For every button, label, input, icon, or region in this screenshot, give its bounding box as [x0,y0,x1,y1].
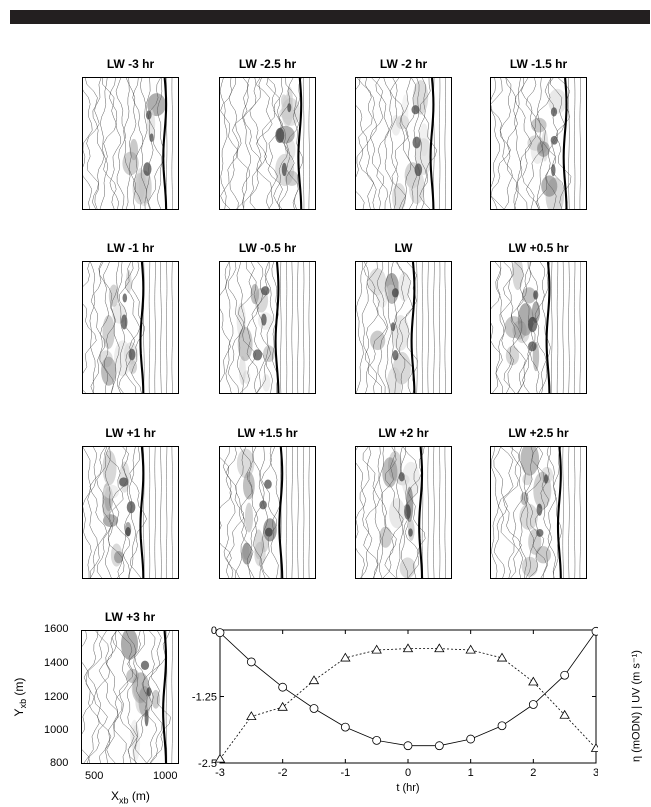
circle-marker [309,704,319,713]
x-tick-label: 2 [530,767,536,779]
snapshot-map-panel [82,261,179,394]
snapshot-map-panel [219,77,316,210]
panel-title: LW -1 hr [106,241,155,255]
panel-title: LW +2.5 hr [508,426,569,440]
contour-field [220,262,310,393]
panel-title: LW [394,241,413,255]
panel-title: LW -1.5 hr [509,57,568,71]
contour-field [491,262,581,393]
circle-marker [497,721,507,731]
x-tick-label: 3 [593,767,598,779]
circle-marker [246,657,256,667]
triangle-marker [528,676,539,686]
contour-field [220,78,310,209]
map-ytick-1000: 1000 [44,724,69,736]
triangle-marker [465,644,476,654]
triangle-marker [590,743,598,752]
contour-field [83,447,173,578]
contour-field [491,447,581,578]
panel-title: LW +0.5 hr [508,241,569,255]
contour-field [356,447,446,578]
snapshot-map-panel [355,261,452,394]
circle-marker [528,700,538,709]
circle-marker [215,628,225,638]
map-ytick-800: 800 [50,757,69,769]
triangle-marker [496,652,508,662]
circle-marker [560,670,570,680]
circle-marker [403,741,413,751]
snapshot-map-panel [82,77,179,210]
snapshot-map-panel [219,446,316,579]
triangle-marker [434,643,445,653]
map-ytick-1200: 1200 [44,691,69,703]
snapshot-map-panel [490,77,587,210]
panel-title: LW -3 hr [106,57,155,71]
x-tick-label: -3 [215,767,225,779]
triangle-marker [371,644,382,654]
x-axis-label: t (hr) [396,782,419,794]
contour-field [220,447,310,578]
snapshot-map-panel [82,446,179,579]
contour-field [83,262,173,393]
x-tick-label: -1 [340,767,350,779]
map-xtick-500: 500 [85,770,104,782]
panel-title: LW +1 hr [105,426,156,440]
triangle-marker [214,753,226,763]
snapshot-map-panel [490,261,587,394]
circle-marker [278,682,288,692]
header-bar [10,10,650,24]
triangle-marker [246,711,257,720]
snapshot-map-panel [490,446,587,579]
circle-marker [372,735,382,745]
panel-title: LW +1.5 hr [237,426,298,440]
triangle-marker [308,675,320,685]
chart-y-right-label: η (mODN) | UV (m s⁻¹) [630,650,643,762]
triangle-marker [402,643,414,653]
triangle-marker [559,709,570,719]
map-ytick-1400: 1400 [44,657,69,669]
triangle-marker [340,652,351,662]
panel-title: LW -2.5 hr [238,57,297,71]
map-y-axis-label: Yxb (m) [11,677,29,717]
circle-marker [340,722,350,732]
snapshot-map-panel [355,446,452,579]
panel-title: LW +3 hr [104,610,156,624]
contour-field [491,78,581,209]
snapshot-map-panel [355,77,452,210]
circle-marker [591,626,598,636]
contour-field [356,78,446,209]
map-ytick-1600: 1600 [44,623,69,635]
triangle-marker [277,701,288,711]
contour-field [356,262,446,393]
snapshot-map-panel [219,261,316,394]
panel-title: LW -0.5 hr [238,241,297,255]
snapshot-map-panel [81,630,179,764]
x-tick-label: 1 [468,767,474,779]
y-left-tick-label: 0 [211,625,217,637]
y-left-tick-label: -2.5 [198,758,217,770]
contour-field [83,78,173,209]
map-x-axis-label: Xxb (m) [111,789,150,806]
map-xtick-1000: 1000 [153,770,178,782]
x-tick-label: 0 [405,767,411,779]
panel-title: LW -2 hr [379,57,428,71]
circle-marker [466,734,476,744]
circle-marker [434,741,444,751]
x-tick-label: -2 [278,767,288,779]
panel-title: LW +2 hr [378,426,429,440]
contour-field [82,631,173,763]
y-left-tick-label: -1.25 [192,692,217,704]
